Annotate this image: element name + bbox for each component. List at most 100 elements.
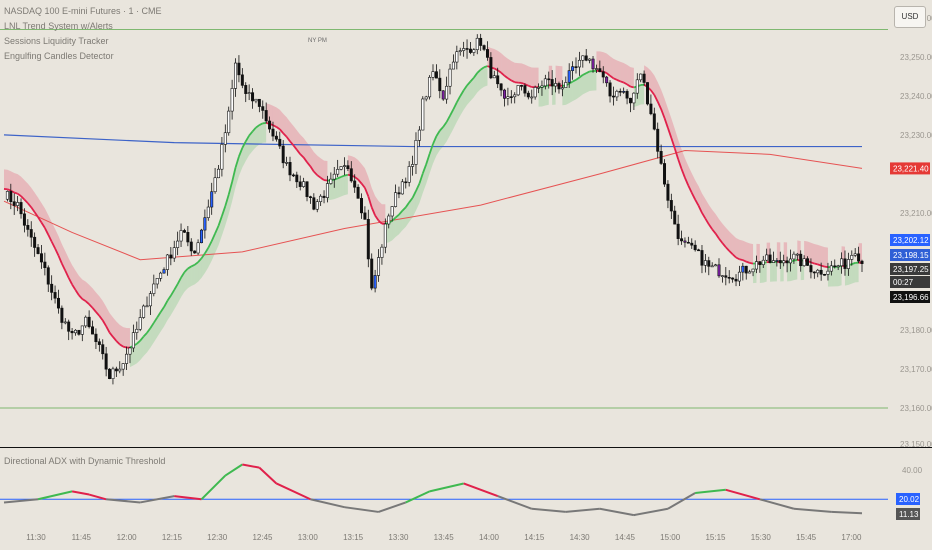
- trend-cloud-segment: [790, 260, 794, 282]
- trend-cloud-segment: [31, 187, 35, 213]
- trend-line-segment: [207, 240, 213, 249]
- trend-cloud-segment: [10, 171, 15, 193]
- candle-body: [257, 98, 261, 107]
- ema-price-label: 23,221.40: [893, 164, 929, 173]
- candle-body: [632, 92, 636, 104]
- trend-cloud-segment: [313, 152, 318, 176]
- trend-cloud-segment: [467, 81, 471, 105]
- candle-body: [795, 253, 799, 256]
- trend-line-segment: [122, 345, 127, 349]
- trend-line-segment: [606, 72, 611, 77]
- trend-line-segment: [7, 188, 12, 192]
- adx-legend[interactable]: Directional ADX with Dynamic Threshold: [4, 456, 166, 466]
- trend-line-segment: [408, 197, 414, 203]
- candle-body: [63, 321, 67, 324]
- trend-cloud-segment: [419, 173, 423, 204]
- trend-cloud-segment: [763, 262, 767, 283]
- trend-line-segment: [445, 115, 451, 123]
- candle-body: [598, 68, 602, 73]
- candle-body: [60, 307, 64, 323]
- adx-line-segment: [531, 507, 566, 513]
- candle-body: [274, 135, 278, 140]
- trend-line-segment: [344, 173, 349, 177]
- candle-body: [482, 45, 486, 50]
- candle-body: [581, 55, 585, 61]
- trend-line-segment: [394, 213, 400, 219]
- trend-line-segment: [302, 156, 308, 163]
- time-tick-9: 13:45: [434, 533, 455, 542]
- trend-cloud-segment: [838, 265, 842, 287]
- trend-line-segment: [309, 165, 315, 173]
- trend-cloud-segment: [4, 169, 8, 190]
- trend-line-segment: [493, 67, 499, 72]
- trend-cloud-segment: [613, 58, 617, 80]
- trend-cloud-segment: [851, 262, 856, 284]
- trend-line-segment: [697, 205, 703, 214]
- candle-body: [509, 96, 513, 98]
- candle-body: [26, 224, 30, 230]
- symbol-title[interactable]: NASDAQ 100 E-mini Futures · 1 · CME: [4, 6, 162, 16]
- candle-body: [428, 77, 432, 98]
- candle-body: [557, 83, 561, 90]
- trend-cloud-segment: [17, 174, 22, 197]
- trend-cloud-segment: [708, 204, 713, 230]
- time-axis[interactable]: 11:30 11:45 12:00 12:15 12:30 12:45 13:00 13:15…: [26, 533, 862, 542]
- trend-line-segment: [714, 233, 720, 240]
- candle-body: [673, 210, 677, 225]
- trend-line-segment: [497, 69, 502, 74]
- trend-line-segment: [88, 303, 94, 309]
- trend-line-segment: [149, 322, 155, 329]
- trend-line-segment: [817, 263, 822, 267]
- candle-body: [727, 277, 731, 279]
- candle-body: [666, 183, 670, 201]
- price-axis[interactable]: 23,260.0023,250.0023,240.0023,230.0023,2…: [900, 14, 932, 449]
- trend-line-segment: [370, 206, 376, 216]
- trend-cloud-segment: [623, 63, 628, 85]
- trend-cloud-segment: [749, 243, 754, 264]
- candle-body: [135, 328, 139, 333]
- candle-body: [312, 197, 316, 210]
- candle-body: [46, 267, 50, 285]
- candle-body: [683, 240, 687, 243]
- candle-body: [840, 258, 844, 267]
- indicator-engulfing[interactable]: Engulfing Candles Detector: [4, 51, 114, 61]
- candle-body: [468, 48, 472, 53]
- trend-line-segment: [136, 340, 141, 345]
- time-tick-6: 13:00: [298, 533, 319, 542]
- trend-cloud-segment: [558, 66, 563, 86]
- trend-line-segment: [613, 77, 618, 81]
- trend-line-segment: [296, 149, 301, 155]
- trend-cloud-segment: [218, 216, 222, 246]
- price-tick-8: 23,150.00: [900, 440, 932, 449]
- trend-line-segment: [210, 233, 216, 242]
- candle-body: [734, 278, 738, 282]
- trend-line-segment: [680, 168, 686, 179]
- adx-line-segment: [793, 507, 832, 513]
- candle-body: [748, 271, 752, 274]
- trend-cloud-segment: [729, 231, 733, 255]
- trend-line-segment: [725, 246, 730, 252]
- time-tick-10: 14:00: [479, 533, 500, 542]
- trend-cloud-segment: [34, 192, 39, 218]
- candle-body: [823, 274, 827, 276]
- candle-body: [111, 368, 115, 379]
- trend-line-segment: [285, 136, 291, 142]
- currency-button[interactable]: USD: [894, 6, 926, 28]
- candle-body: [676, 223, 680, 239]
- trend-cloud-segment: [470, 77, 474, 101]
- price-tick-6: 23,170.00: [900, 365, 932, 374]
- indicator-lnl-trend[interactable]: LNL Trend System w/Alerts: [4, 21, 113, 31]
- trend-cloud-segment: [848, 264, 852, 285]
- trend-line-segment: [425, 153, 431, 165]
- trend-line-segment: [146, 327, 152, 334]
- adx-line-segment: [88, 493, 107, 501]
- candle-body: [128, 347, 132, 355]
- trend-line-segment: [690, 192, 696, 200]
- trend-cloud-segment: [82, 279, 86, 302]
- indicator-sessions-liquidity[interactable]: Sessions Liquidity Tracker: [4, 36, 109, 46]
- candle-body: [104, 353, 108, 370]
- trend-line-segment: [105, 325, 111, 333]
- candle-body: [754, 261, 758, 270]
- trend-line-segment: [578, 74, 584, 79]
- trend-line-segment: [197, 257, 203, 263]
